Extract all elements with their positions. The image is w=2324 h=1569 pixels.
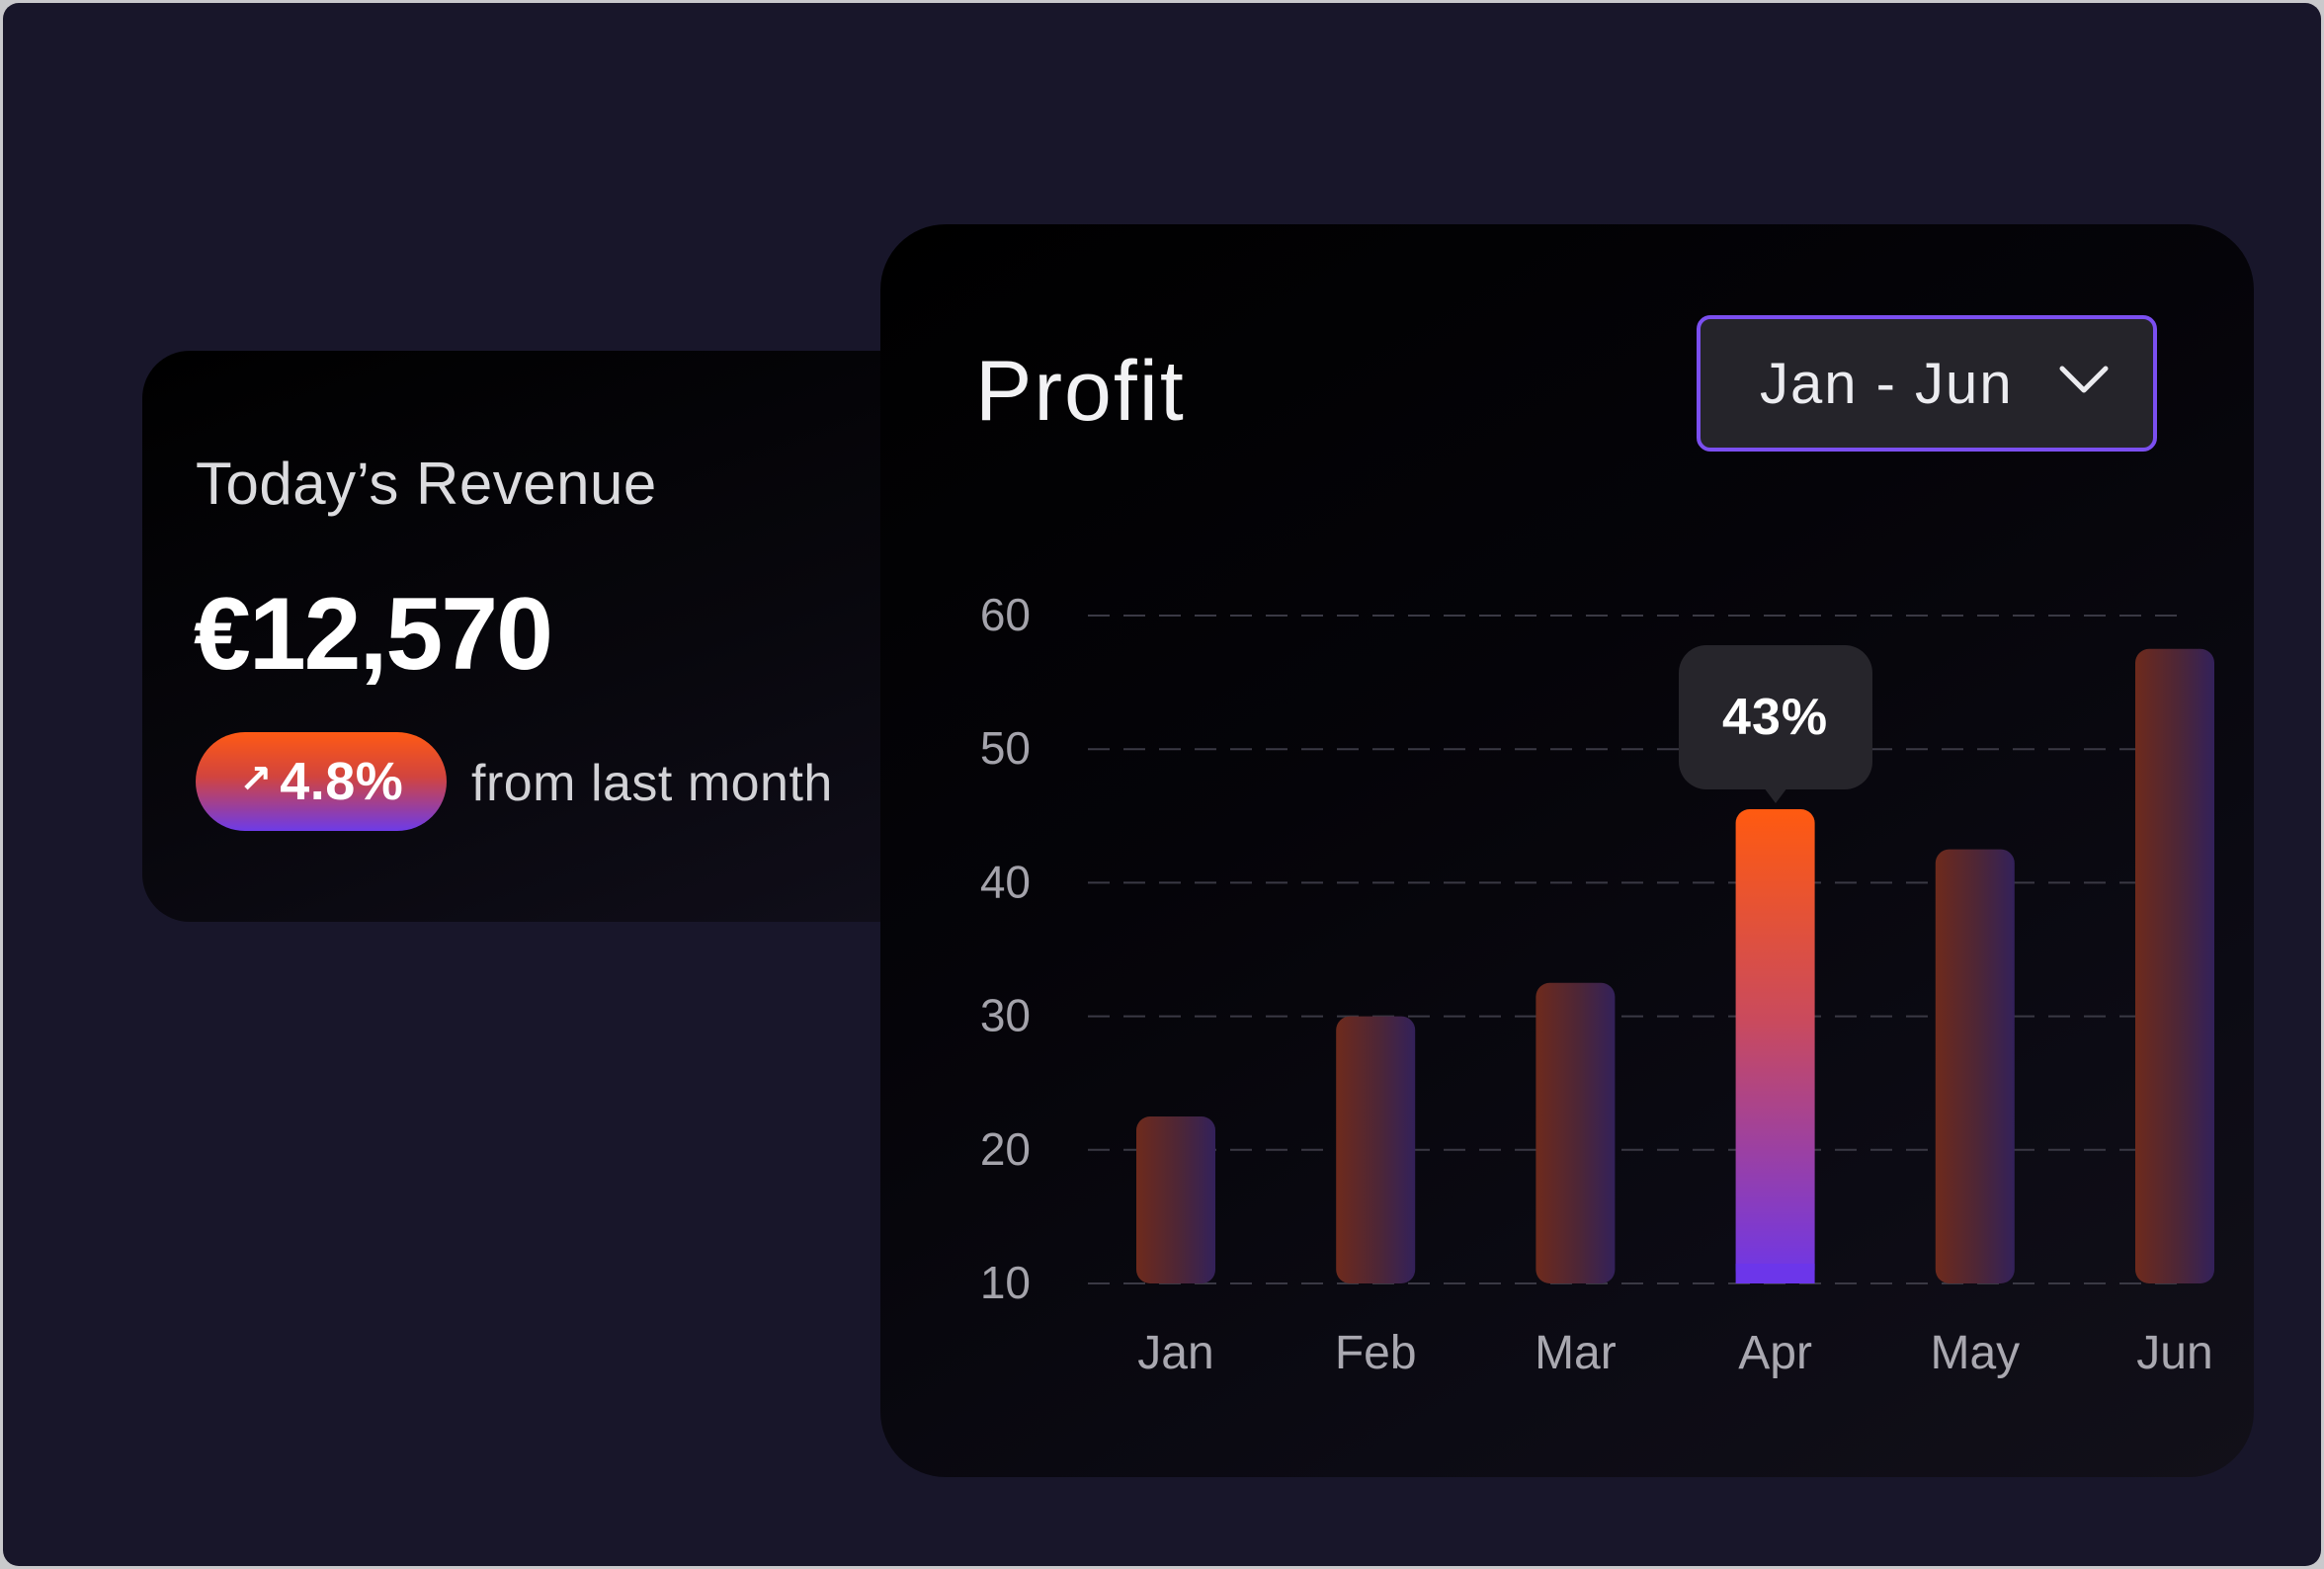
app-frame: Today’s Revenue €12,570 ↗ 4.8% from last… [3, 3, 2321, 1566]
profit-title: Profit [975, 344, 1186, 439]
profit-bar-chart: 10 20 30 40 50 60 Jan Feb Mar Apr May Jun [980, 589, 2214, 1379]
profit-card: Profit Jan - Jun 1 [880, 224, 2254, 1477]
x-tick-label: Jan [1137, 1327, 1213, 1379]
y-tick-label: 20 [980, 1123, 1031, 1175]
date-range-value: Jan - Jun [1760, 351, 2014, 416]
bar-apr [1735, 809, 1815, 1283]
bar-jun [2135, 648, 2214, 1283]
bar-mar [1536, 982, 1616, 1283]
date-range-select[interactable]: Jan - Jun [1697, 315, 2157, 452]
y-tick-label: 30 [980, 990, 1031, 1041]
revenue-change-badge: ↗ 4.8% [196, 732, 447, 831]
revenue-value: €12,570 [194, 577, 553, 692]
bar-apr-base [1735, 1264, 1815, 1283]
x-tick-label: May [1930, 1327, 2020, 1379]
y-tick-label: 40 [980, 856, 1031, 907]
chevron-down-icon [2059, 366, 2109, 393]
x-tick-label: Mar [1535, 1327, 1617, 1379]
bar-tooltip: 43% [1678, 645, 1872, 804]
y-tick-label: 10 [980, 1257, 1031, 1308]
bar-feb [1336, 1016, 1416, 1283]
y-tick-label: 60 [980, 589, 1031, 640]
trend-up-arrow-icon: ↗ [238, 758, 273, 801]
x-tick-label: Feb [1335, 1327, 1417, 1379]
x-tick-label: Jun [2136, 1327, 2212, 1379]
x-tick-label: Apr [1738, 1327, 1812, 1379]
bar-may [1935, 849, 2015, 1283]
revenue-change-value: 4.8% [280, 752, 404, 811]
revenue-change-label: from last month [471, 755, 833, 812]
bar-jan [1136, 1116, 1215, 1283]
y-tick-label: 50 [980, 722, 1031, 774]
revenue-title: Today’s Revenue [196, 451, 657, 517]
